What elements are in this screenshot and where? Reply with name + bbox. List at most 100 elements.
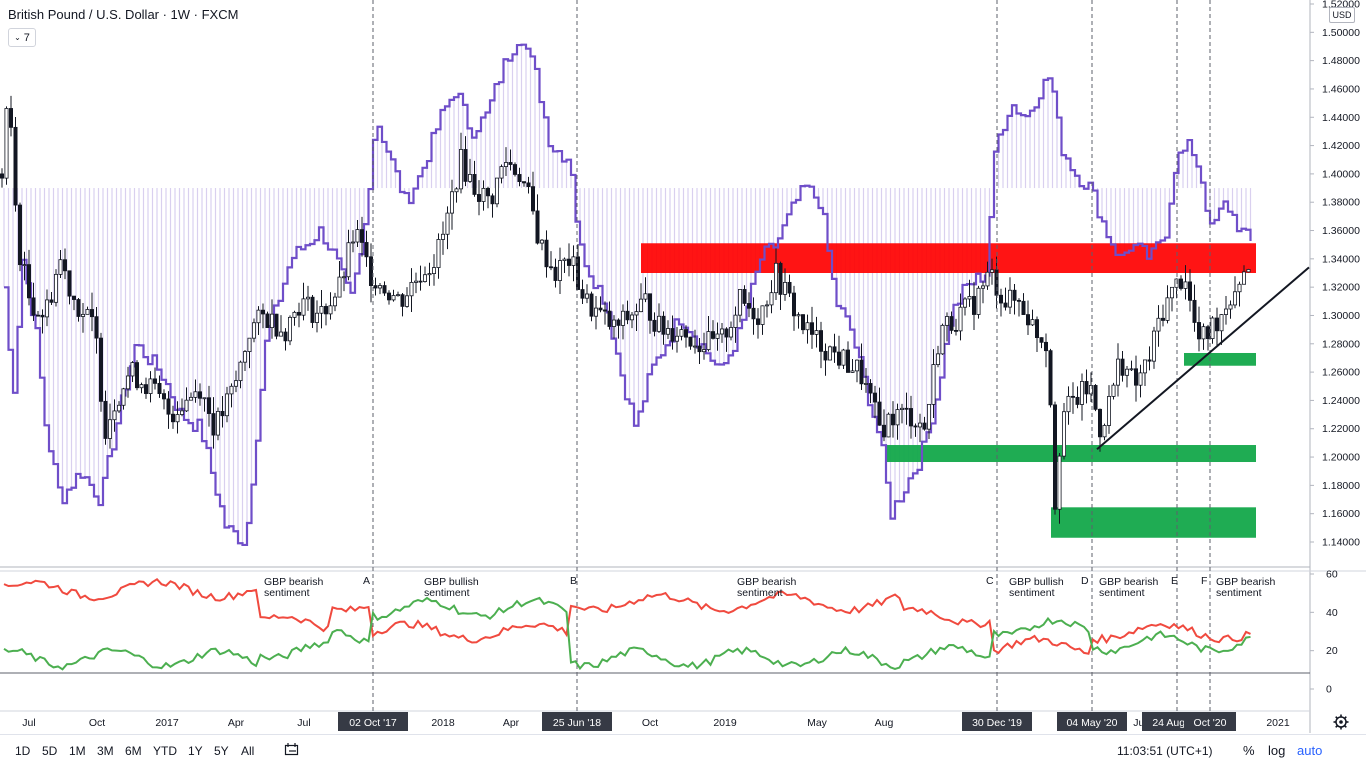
candle-body: [940, 324, 945, 355]
candle-body: [841, 349, 846, 366]
candle-body: [413, 280, 418, 283]
candle-body: [256, 309, 261, 324]
auto-toggle[interactable]: auto: [1297, 743, 1323, 758]
candle-body: [0, 173, 4, 179]
candle-body: [981, 285, 986, 289]
candle-body: [823, 350, 828, 361]
candle-body: [319, 306, 324, 314]
time-axis-label: May: [807, 717, 828, 729]
candle-body: [233, 380, 238, 387]
candle-body: [301, 298, 306, 316]
candle-body: [58, 259, 63, 275]
candle-body: [724, 328, 729, 338]
timeframe-5d[interactable]: 5D: [42, 744, 58, 758]
timeframe-all[interactable]: All: [241, 744, 255, 758]
candle-body: [1138, 372, 1143, 386]
gear-icon[interactable]: [1333, 714, 1349, 730]
candle-body: [179, 410, 184, 415]
candle-body: [1017, 299, 1022, 302]
candle-body: [688, 336, 693, 347]
candle-body: [522, 181, 527, 184]
sentiment-annotation: GBP bearish: [737, 576, 796, 588]
candle-body: [1170, 286, 1175, 299]
timeframe-1y[interactable]: 1Y: [188, 744, 203, 758]
date-marker-badge: [542, 712, 612, 731]
candle-body: [657, 315, 662, 332]
candle-body: [873, 392, 878, 403]
candle-body: [67, 270, 72, 297]
candle-body: [967, 296, 972, 300]
candle-body: [323, 306, 328, 315]
candle-body: [355, 229, 360, 243]
candle-body: [368, 256, 373, 286]
timeframe-6m[interactable]: 6M: [125, 744, 142, 758]
candle-body: [1215, 317, 1220, 332]
price-axis-label: 1.26000: [1322, 367, 1360, 379]
candle-body: [531, 186, 536, 212]
timeframe-1d[interactable]: 1D: [15, 744, 31, 758]
timeframe-1m[interactable]: 1M: [69, 744, 86, 758]
price-axis-label: 1.34000: [1322, 253, 1360, 265]
event-marker-letter: D: [1081, 575, 1089, 587]
candle-body: [760, 305, 765, 325]
candle-body: [711, 331, 716, 339]
candle-body: [1044, 341, 1049, 352]
support-zone: [1051, 507, 1256, 538]
candle-body: [679, 329, 684, 337]
price-axis-label: 1.32000: [1322, 282, 1360, 294]
price-axis-label: 1.28000: [1322, 338, 1360, 350]
candle-body: [1134, 368, 1139, 386]
candle-body: [1120, 358, 1125, 376]
candle-body: [535, 210, 540, 244]
candle-body: [850, 370, 855, 373]
sentiment-annotation: sentiment: [1099, 587, 1145, 599]
candle-body: [350, 241, 355, 244]
candle-body: [1165, 297, 1170, 321]
candle-body: [1242, 271, 1247, 285]
candle-body: [909, 408, 914, 427]
clock[interactable]: 11:03:51 (UTC+1): [1117, 744, 1213, 758]
candle-body: [783, 281, 788, 295]
time-axis-label: 2018: [431, 717, 455, 729]
candle-body: [1228, 304, 1233, 310]
log-toggle[interactable]: log: [1268, 743, 1286, 758]
event-marker-letter: C: [986, 575, 994, 587]
candle-body: [814, 330, 819, 335]
candle-body: [1152, 330, 1157, 362]
candle-body: [215, 410, 220, 436]
interval-button[interactable]: ⌄ 7: [8, 28, 36, 47]
candle-body: [112, 410, 117, 421]
candle-body: [40, 314, 45, 318]
date-range-icon[interactable]: [284, 742, 300, 758]
candle-body: [747, 303, 752, 309]
candle-body: [1075, 396, 1080, 405]
candle-body: [1183, 281, 1188, 289]
candle-body: [895, 409, 900, 426]
candle-body: [400, 294, 405, 307]
percent-toggle[interactable]: %: [1243, 743, 1255, 758]
candle-body: [1012, 289, 1017, 301]
candle-body: [90, 309, 95, 318]
timeframe-3m[interactable]: 3M: [97, 744, 114, 758]
candle-body: [1111, 384, 1116, 397]
candle-body: [152, 378, 157, 384]
timeframe-5y[interactable]: 5Y: [214, 744, 229, 758]
candle-body: [409, 282, 414, 297]
candle-body: [922, 422, 927, 430]
sentiment-annotation: GBP bearish: [1099, 576, 1158, 588]
timeframe-ytd[interactable]: YTD: [153, 744, 177, 758]
candle-body: [999, 294, 1004, 304]
currency-badge[interactable]: USD: [1329, 7, 1355, 23]
candle-body: [805, 322, 810, 331]
candle-body: [639, 298, 644, 313]
candle-body: [431, 267, 436, 274]
candle-body: [157, 382, 162, 394]
candle-body: [1237, 283, 1242, 293]
candle-body: [526, 182, 531, 188]
candle-body: [346, 242, 351, 278]
candle-body: [594, 307, 599, 317]
candle-body: [769, 292, 774, 306]
date-marker-badge: [962, 712, 1032, 731]
candle-body: [359, 229, 364, 243]
